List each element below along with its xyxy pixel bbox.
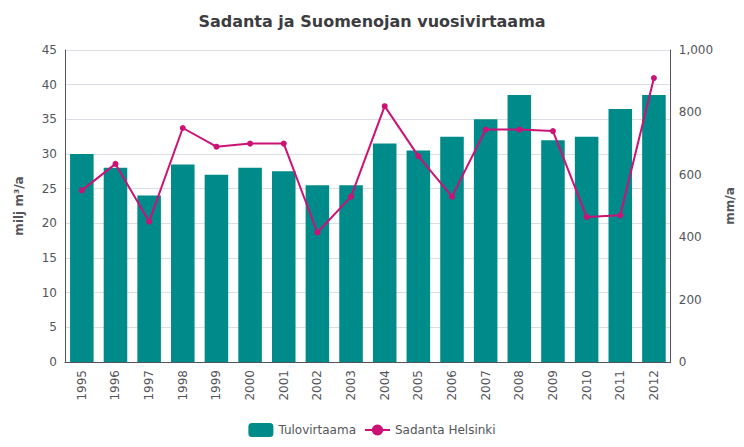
svg-text:2004: 2004 [378,370,392,401]
svg-text:0: 0 [49,355,57,369]
svg-text:400: 400 [679,230,702,244]
svg-text:2000: 2000 [243,370,257,401]
svg-text:25: 25 [42,182,57,196]
svg-text:1995: 1995 [75,370,89,401]
svg-text:2005: 2005 [411,370,425,401]
svg-text:10: 10 [42,286,57,300]
svg-text:2008: 2008 [512,370,526,401]
svg-text:200: 200 [679,293,702,307]
svg-text:2009: 2009 [546,370,560,401]
svg-text:20: 20 [42,216,57,230]
svg-text:5: 5 [49,320,57,334]
svg-text:2010: 2010 [580,370,594,401]
svg-text:Sadanta Helsinki: Sadanta Helsinki [395,423,496,437]
svg-text:1996: 1996 [108,370,122,401]
svg-text:1999: 1999 [209,370,223,401]
svg-text:30: 30 [42,147,57,161]
svg-text:milj m³/a: milj m³/a [12,176,26,235]
svg-text:2002: 2002 [310,370,324,401]
svg-text:2012: 2012 [647,370,661,401]
svg-text:2003: 2003 [344,370,358,401]
svg-text:2007: 2007 [479,370,493,401]
svg-text:mm/a: mm/a [723,187,737,225]
svg-text:2006: 2006 [445,370,459,401]
svg-text:2001: 2001 [277,370,291,401]
svg-text:Tulovirtaama: Tulovirtaama [277,423,356,437]
svg-text:Sadanta ja Suomenojan vuosivir: Sadanta ja Suomenojan vuosivirtaama [198,12,545,31]
svg-text:1998: 1998 [176,370,190,401]
svg-text:600: 600 [679,168,702,182]
svg-text:2011: 2011 [613,370,627,401]
svg-text:15: 15 [42,251,57,265]
svg-text:40: 40 [42,78,57,92]
svg-text:35: 35 [42,112,57,126]
svg-text:0: 0 [679,355,687,369]
svg-text:1997: 1997 [142,370,156,401]
svg-text:800: 800 [679,105,702,119]
svg-text:45: 45 [42,43,57,57]
svg-text:1,000: 1,000 [679,43,713,57]
